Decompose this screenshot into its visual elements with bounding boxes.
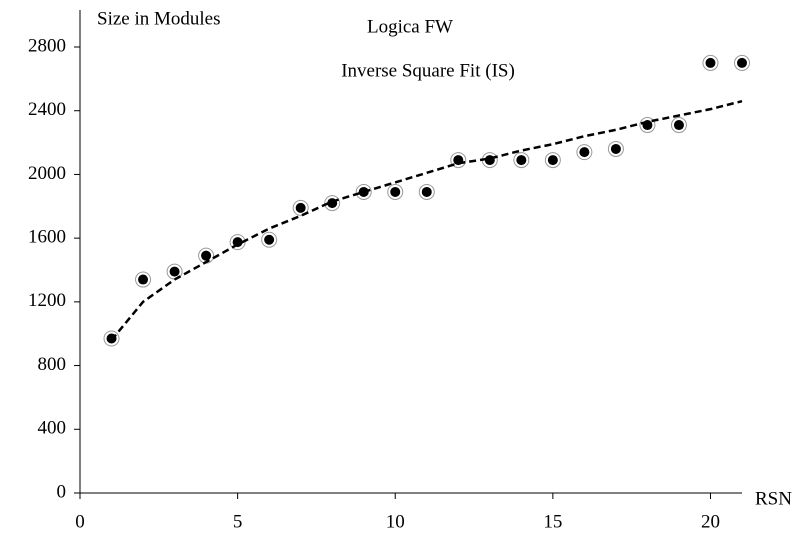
- y-axis-label: Size in Modules: [97, 8, 221, 29]
- y-tick-label: 2400: [28, 99, 66, 120]
- data-point: [421, 186, 432, 197]
- data-point: [673, 120, 684, 131]
- y-tick-label: 1200: [28, 290, 66, 311]
- data-point: [610, 143, 621, 154]
- data-point: [264, 234, 275, 245]
- x-tick-label: 10: [386, 511, 405, 532]
- y-tick-label: 1600: [28, 227, 66, 248]
- data-point: [390, 186, 401, 197]
- y-tick-label: 0: [57, 481, 67, 502]
- chart-title: Logica FW: [367, 16, 453, 37]
- y-tick-label: 400: [38, 418, 67, 439]
- y-tick-label: 2800: [28, 35, 66, 56]
- data-point: [295, 202, 306, 213]
- data-point: [579, 147, 590, 158]
- x-tick-label: 15: [543, 511, 562, 532]
- x-tick-label: 0: [75, 511, 85, 532]
- data-point: [201, 250, 212, 261]
- data-point: [516, 155, 527, 166]
- data-point: [138, 274, 149, 285]
- chart-subtitle: Inverse Square Fit (IS): [341, 60, 515, 81]
- x-tick-label: 20: [701, 511, 720, 532]
- y-tick-label: 2000: [28, 163, 66, 184]
- y-tick-label: 800: [38, 354, 67, 375]
- data-point: [169, 266, 180, 277]
- data-point: [737, 57, 747, 68]
- data-point: [705, 57, 716, 68]
- x-tick-label: 5: [233, 511, 243, 532]
- fit-line: [110, 99, 743, 341]
- x-axis-label: RSN: [755, 488, 792, 509]
- data-point: [547, 155, 558, 166]
